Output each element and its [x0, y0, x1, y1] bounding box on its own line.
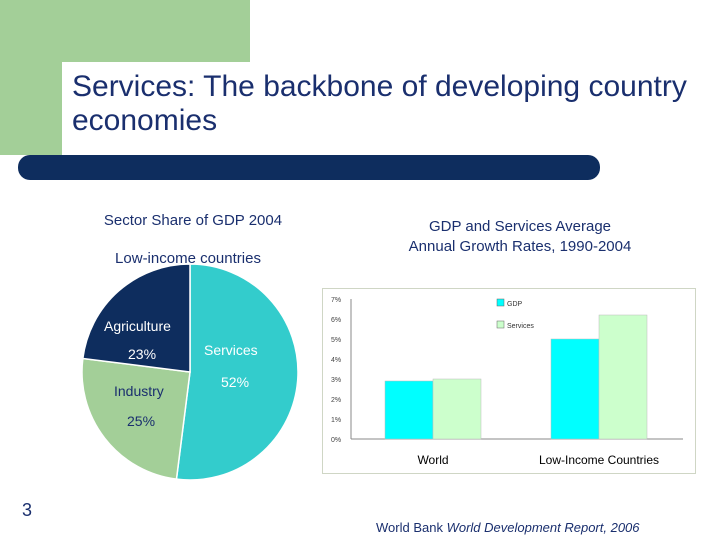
y-tick-label: 6%: [331, 317, 341, 324]
slide-number: 3: [22, 500, 33, 520]
y-tick-label: 1%: [331, 417, 341, 424]
bar-gdp-world: [384, 380, 434, 440]
y-tick-label: 4%: [331, 357, 341, 364]
slide-title: Services: The backbone of developing cou…: [72, 70, 687, 137]
legend-label-services: Services: [507, 323, 534, 330]
y-tick-label: 2%: [331, 397, 341, 404]
bar-services-world: [432, 378, 482, 440]
pie-slice-industry: [81, 357, 191, 480]
source-prefix: World Bank: [376, 520, 447, 535]
pie-slice-agriculture: [82, 263, 191, 373]
y-tick-label: 3%: [331, 377, 341, 384]
pie-label-services: Services: [204, 342, 258, 358]
bar-gdp-low-income: [550, 338, 600, 440]
legend-swatch-gdp: [496, 298, 505, 307]
pie-label-industry: Industry: [114, 383, 164, 399]
y-tick-label: 7%: [331, 297, 341, 304]
y-tick-label: 5%: [331, 337, 341, 344]
pie-value-agriculture: 23%: [128, 346, 157, 362]
legend-label-gdp: GDP: [507, 301, 523, 308]
pie-slice-services: [175, 263, 299, 481]
pie-caption-line2: Low-income countries: [115, 250, 261, 267]
title-underline-bar: [18, 155, 600, 180]
pie-value-services: 52%: [221, 374, 250, 390]
sector-share-pie-chart: [81, 263, 299, 481]
pie-value-industry: 25%: [127, 413, 156, 429]
x-category-label: Low-Income Countries: [539, 453, 659, 467]
x-category-label: World: [417, 453, 448, 467]
bar-caption-line1: GDP and Services Average: [428, 218, 612, 235]
bar-services-low-income: [598, 314, 648, 440]
y-tick-label: 0%: [331, 437, 341, 444]
bar-caption-line2: Annual Growth Rates, 1990-2004: [408, 238, 632, 255]
pie-label-agriculture: Agriculture: [104, 318, 171, 334]
pie-caption-line1: Sector Share of GDP 2004: [103, 212, 283, 229]
source-report: World Development Report, 2006: [446, 520, 640, 535]
source-citation: World Bank World Development Report, 200…: [376, 520, 640, 535]
growth-bar-chart-frame: 0% 1% 2% 3% 4% 5% 6% 7% World Low-Income Countrie…: [322, 288, 696, 474]
growth-bar-chart: 0% 1% 2% 3% 4% 5% 6% 7% World Low-Income Countrie…: [331, 297, 683, 467]
legend-swatch-services: [496, 320, 505, 329]
title-background: [62, 62, 720, 155]
